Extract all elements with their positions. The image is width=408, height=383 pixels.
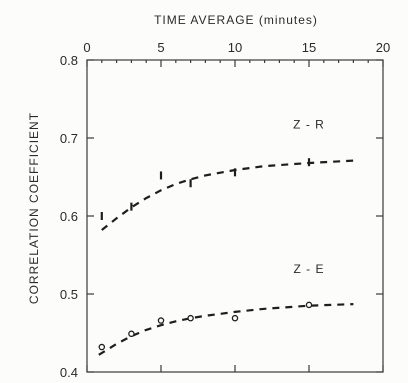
series-label-z-r: Z - R [293,118,325,132]
y-tick-label: 0.6 [60,209,78,224]
x-tick-labels: 0 5 10 15 20 [83,40,390,55]
axis-ticks [86,59,384,373]
trend-line-z-r [101,159,354,231]
series-labels: Z - R Z - E [293,118,325,276]
series-label-z-e: Z - E [294,262,325,276]
y-tick-label: 0.8 [60,53,78,68]
plot-frame [86,59,384,373]
x-tick-label: 10 [228,40,242,55]
data-point-z-e [231,314,239,322]
data-point-z-e [187,314,194,322]
data-point-z-e [128,330,135,338]
y-tick-labels: 0.8 0.7 0.6 0.5 0.4 [60,53,78,380]
data-point-z-e [305,301,313,309]
data-point-z-e [157,317,165,324]
y-tick-label: 0.7 [60,131,78,146]
y-tick-label: 0.4 [60,365,78,380]
data-points [98,158,313,351]
x-tick-label: 5 [157,40,164,55]
x-tick-label: 0 [83,40,90,55]
trend-line-z-e [98,303,354,356]
trend-lines [98,159,354,356]
data-point-z-e [98,343,106,351]
x-tick-label: 20 [376,40,390,55]
x-axis-title: TIME AVERAGE (minutes) [154,13,318,27]
x-tick-label: 15 [302,40,316,55]
y-tick-label: 0.5 [60,287,78,302]
y-axis-title: CORRELATION COEFFICIENT [27,112,41,304]
